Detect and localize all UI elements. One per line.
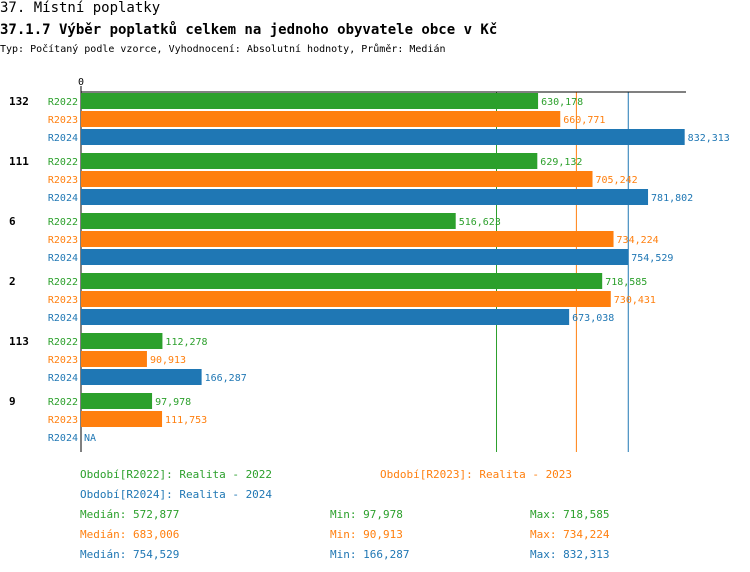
bar-113-r2022 bbox=[81, 333, 163, 349]
bar-chart: 0 132 R2022 630,178 R2023 660,771 R2024 832,313… bbox=[9, 77, 730, 452]
series-label: R2023 bbox=[48, 355, 78, 366]
series-label: R2022 bbox=[48, 337, 78, 348]
stat-min-r2024: Min: 166,287 bbox=[330, 548, 410, 561]
data-label: NA bbox=[84, 433, 96, 444]
stat-median-r2022: Medián: 572,877 bbox=[80, 508, 180, 521]
data-label: 97,978 bbox=[155, 397, 191, 408]
data-label: 111,753 bbox=[165, 415, 207, 426]
data-label: 705,242 bbox=[596, 175, 638, 186]
data-label: 754,529 bbox=[631, 253, 673, 264]
chart-subtitle: 37.1.7 Výběr poplatků celkem na jednoho … bbox=[0, 22, 498, 38]
legend-period-r2024: Období[R2024]: Realita - 2024 bbox=[80, 488, 273, 501]
category-label-132: 132 bbox=[9, 95, 29, 108]
bar-6-r2022 bbox=[81, 213, 456, 229]
series-label: R2023 bbox=[48, 415, 78, 426]
data-label: 718,585 bbox=[605, 277, 647, 288]
bar-9-r2022 bbox=[81, 393, 153, 409]
stat-max-r2023: Max: 734,224 bbox=[530, 528, 610, 541]
series-label: R2024 bbox=[48, 373, 78, 384]
bar-6-r2023 bbox=[81, 231, 614, 247]
data-label: 629,132 bbox=[540, 157, 582, 168]
bar-2-r2022 bbox=[81, 273, 603, 289]
category-label-111: 111 bbox=[9, 155, 29, 168]
page-title: 37. Místní poplatky bbox=[0, 0, 161, 16]
category-label-9: 9 bbox=[9, 395, 16, 408]
data-label: 166,287 bbox=[205, 373, 247, 384]
bar-9-r2023 bbox=[81, 411, 163, 427]
data-label: 832,313 bbox=[688, 133, 730, 144]
series-label: R2024 bbox=[48, 193, 78, 204]
bar-111-r2024 bbox=[81, 189, 649, 205]
data-label: 730,431 bbox=[614, 295, 656, 306]
stat-max-r2024: Max: 832,313 bbox=[530, 548, 610, 561]
stat-min-r2022: Min: 97,978 bbox=[330, 508, 403, 521]
series-label: R2024 bbox=[48, 253, 78, 264]
bar-132-r2022 bbox=[81, 93, 539, 109]
series-label: R2023 bbox=[48, 115, 78, 126]
series-label: R2024 bbox=[48, 133, 78, 144]
series-label: R2023 bbox=[48, 235, 78, 246]
stat-min-r2023: Min: 90,913 bbox=[330, 528, 403, 541]
legend-period-r2023: Období[R2023]: Realita - 2023 bbox=[380, 468, 573, 481]
data-label: 516,623 bbox=[459, 217, 501, 228]
bar-2-r2024 bbox=[81, 309, 570, 325]
data-label: 660,771 bbox=[563, 115, 605, 126]
series-label: R2022 bbox=[48, 397, 78, 408]
series-label: R2022 bbox=[48, 217, 78, 228]
series-label: R2022 bbox=[48, 157, 78, 168]
series-label: R2024 bbox=[48, 313, 78, 324]
stat-median-r2023: Medián: 683,006 bbox=[80, 528, 180, 541]
data-label: 90,913 bbox=[150, 355, 186, 366]
x-axis-zero-label: 0 bbox=[78, 77, 84, 88]
series-label: R2023 bbox=[48, 295, 78, 306]
category-label-2: 2 bbox=[9, 275, 16, 288]
bar-111-r2022 bbox=[81, 153, 538, 169]
bar-111-r2023 bbox=[81, 171, 593, 187]
stat-max-r2022: Max: 718,585 bbox=[530, 508, 610, 521]
bar-113-r2024 bbox=[81, 369, 202, 385]
bar-132-r2023 bbox=[81, 111, 561, 127]
series-label: R2022 bbox=[48, 277, 78, 288]
bar-113-r2023 bbox=[81, 351, 147, 367]
data-label: 112,278 bbox=[165, 337, 207, 348]
series-label: R2022 bbox=[48, 97, 78, 108]
stat-median-r2024: Medián: 754,529 bbox=[80, 548, 180, 561]
data-label: 630,178 bbox=[541, 97, 583, 108]
data-label: 734,224 bbox=[617, 235, 659, 246]
bar-6-r2024 bbox=[81, 249, 629, 265]
legend-period-r2022: Období[R2022]: Realita - 2022 bbox=[80, 468, 273, 481]
category-label-113: 113 bbox=[9, 335, 29, 348]
bar-2-r2023 bbox=[81, 291, 611, 307]
data-label: 673,038 bbox=[572, 313, 614, 324]
chart-type-line: Typ: Počítaný podle vzorce, Vyhodnocení:… bbox=[0, 44, 446, 55]
category-label-6: 6 bbox=[9, 215, 16, 228]
data-label: 781,802 bbox=[651, 193, 693, 204]
series-label: R2024 bbox=[48, 433, 78, 444]
series-label: R2023 bbox=[48, 175, 78, 186]
bar-132-r2024 bbox=[81, 129, 685, 145]
